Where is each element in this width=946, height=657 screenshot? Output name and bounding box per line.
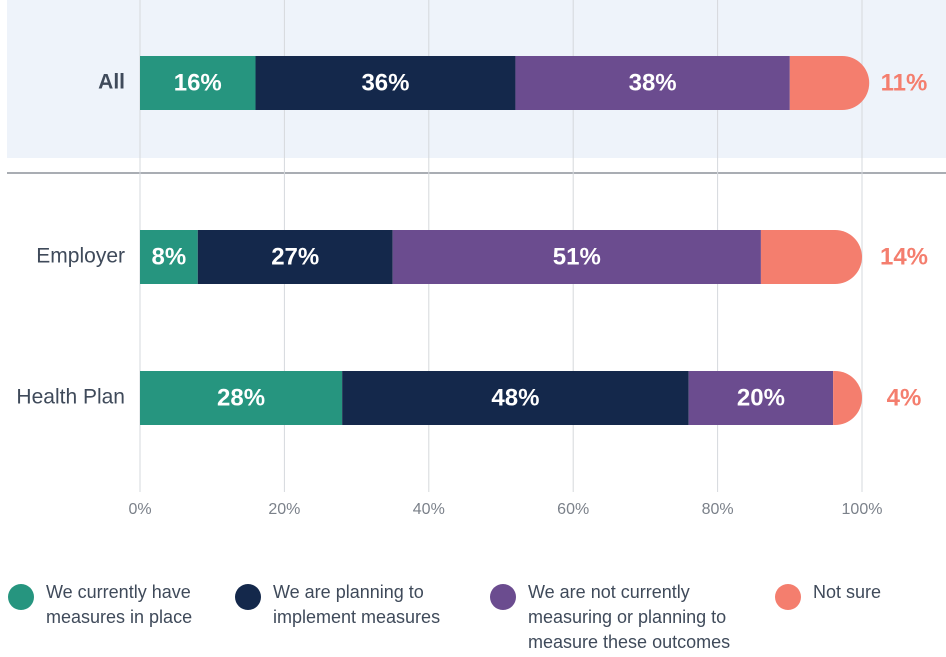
value-label: 36% [361, 69, 409, 96]
bar-segment [342, 371, 689, 425]
legend-label: We are planning to implement measures [273, 582, 441, 627]
bar-segment [197, 230, 393, 284]
value-label: 27% [271, 243, 319, 270]
value-label: 14% [880, 243, 928, 270]
category-label: Health Plan [16, 386, 125, 409]
x-tick-label: 0% [128, 501, 151, 518]
value-label: 8% [152, 243, 187, 270]
bar-segment [515, 56, 790, 110]
bar-segment [140, 230, 198, 284]
bar-segment [140, 56, 256, 110]
bar-segment [392, 230, 761, 284]
bar-segment [789, 56, 870, 110]
x-tick-label: 80% [702, 501, 734, 518]
value-label: 20% [737, 384, 785, 411]
bar-segment [760, 230, 862, 284]
bar-segment [833, 371, 862, 425]
legend-label: We currently have measures in place [46, 582, 193, 627]
value-label: 48% [491, 384, 539, 411]
legend-label: Not sure [813, 582, 882, 602]
x-tick-label: 20% [268, 501, 300, 518]
bar-segment [140, 371, 343, 425]
value-label: 28% [217, 384, 265, 411]
x-tick-label: 100% [842, 501, 883, 518]
category-label: Employer [36, 245, 125, 268]
x-tick-label: 40% [413, 501, 445, 518]
value-label: 11% [881, 69, 928, 96]
category-label: All [98, 71, 125, 94]
legend-swatch [490, 584, 516, 610]
value-label: 51% [553, 243, 601, 270]
value-label: 4% [887, 384, 922, 411]
x-tick-label: 60% [557, 501, 589, 518]
bar-segment [688, 371, 834, 425]
legend-swatch [775, 584, 801, 610]
legend-swatch [8, 584, 34, 610]
legend-swatch [235, 584, 261, 610]
bar-segment [255, 56, 516, 110]
legend-label: We are not currently measuring or planni… [528, 582, 731, 652]
value-label: 38% [629, 69, 677, 96]
value-label: 16% [174, 69, 222, 96]
